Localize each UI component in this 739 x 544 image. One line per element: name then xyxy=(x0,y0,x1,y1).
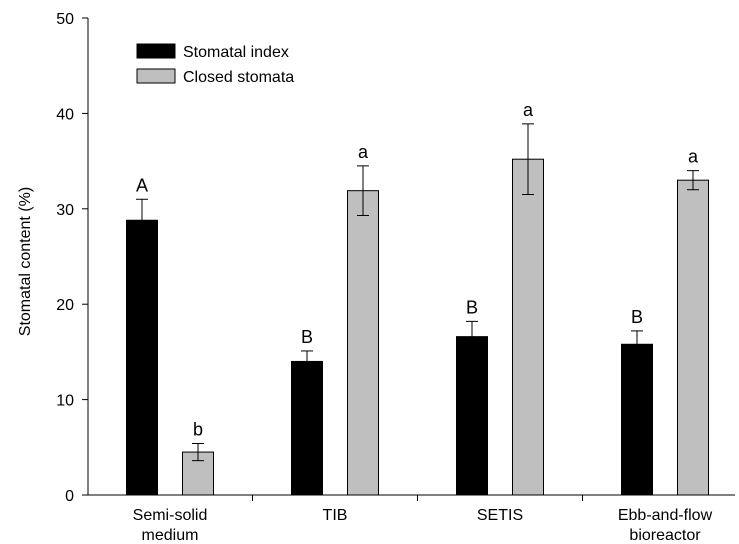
significance-label: a xyxy=(688,147,699,167)
y-tick-label: 40 xyxy=(56,106,74,123)
y-tick-label: 0 xyxy=(65,488,74,505)
bar-closed-stomata xyxy=(347,190,379,496)
x-tick-label: Semi-solid medium xyxy=(133,507,208,544)
x-tick-label: TIB xyxy=(323,507,348,524)
bar-closed-stomata xyxy=(512,158,544,496)
y-tick-label: 30 xyxy=(56,202,74,219)
x-tick-label-line: medium xyxy=(142,527,199,544)
x-tick-label: Ebb-and-flow bioreactor xyxy=(618,507,713,544)
legend-label: Stomatal index xyxy=(183,44,289,61)
x-tick-label: SETIS xyxy=(477,507,523,524)
labels: Semi-solid medium TIB SETIS Ebb-and-flow bior… xyxy=(133,100,713,544)
significance-label: A xyxy=(136,175,148,195)
significance-label: a xyxy=(523,100,534,120)
bars xyxy=(126,123,709,496)
x-tick-label-line: TIB xyxy=(323,507,348,524)
significance-label: b xyxy=(193,419,203,439)
significance-label: a xyxy=(358,142,369,162)
significance-label: B xyxy=(466,297,478,317)
bar-stomatal-index xyxy=(456,336,488,496)
x-tick-label-line: Ebb-and-flow xyxy=(618,507,713,524)
legend: Stomatal index Closed stomata xyxy=(136,43,294,86)
y-tick-label: 10 xyxy=(56,393,74,410)
bar-stomatal-index xyxy=(126,219,158,496)
y-tick-label: 20 xyxy=(56,297,74,314)
y-tick-label: 50 xyxy=(56,11,74,28)
legend-label: Closed stomata xyxy=(183,69,294,86)
x-tick-label-line: bioreactor xyxy=(629,527,701,544)
significance-label: B xyxy=(631,307,643,327)
legend-swatch xyxy=(136,68,176,84)
bar-stomatal-index xyxy=(291,360,323,496)
significance-label: B xyxy=(301,327,313,347)
bar-closed-stomata xyxy=(677,179,709,496)
x-tick-label-line: SETIS xyxy=(477,507,523,524)
legend-swatch xyxy=(136,43,176,59)
y-axis-title: Stomatal content (%) xyxy=(17,187,34,336)
bar-stomatal-index xyxy=(621,343,653,496)
x-tick-label-line: Semi-solid xyxy=(133,507,208,524)
